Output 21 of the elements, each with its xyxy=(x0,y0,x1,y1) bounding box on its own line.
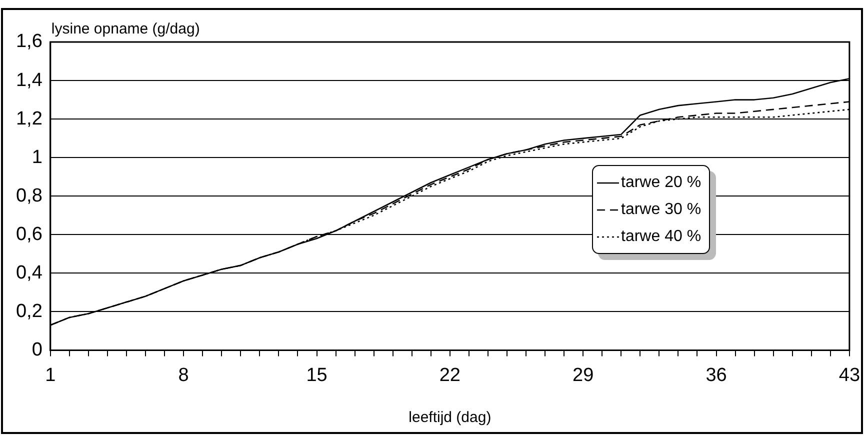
y-tick-label: 1,4 xyxy=(16,70,43,91)
legend-label: tarwe 40 % xyxy=(621,228,702,246)
x-tick-label: 36 xyxy=(706,364,727,386)
y-tick-label: 1,6 xyxy=(16,31,42,52)
y-tick-label: 1 xyxy=(32,146,42,168)
x-axis-title: leeftijd (dag) xyxy=(408,409,492,426)
x-tick-label: 22 xyxy=(439,364,460,386)
x-tick-label: 15 xyxy=(306,364,328,386)
x-tick-label: 1 xyxy=(45,364,56,386)
y-tick-label: 1,2 xyxy=(16,108,42,130)
x-tick-label: 8 xyxy=(178,364,189,386)
y-tick-label: 0 xyxy=(32,339,42,360)
y-tick-label: 0,2 xyxy=(16,300,42,322)
y-tick-label: 0,8 xyxy=(16,185,42,206)
x-tick-label: 29 xyxy=(572,364,594,386)
y-axis-title: lysine opname (g/dag) xyxy=(51,20,200,38)
legend-label: tarwe 30 % xyxy=(621,200,702,218)
y-tick-label: 0,6 xyxy=(16,224,42,245)
y-tick-label: 0,4 xyxy=(16,262,43,284)
legend-label: tarwe 20 % xyxy=(621,174,702,192)
x-tick-label: 43 xyxy=(838,364,860,386)
